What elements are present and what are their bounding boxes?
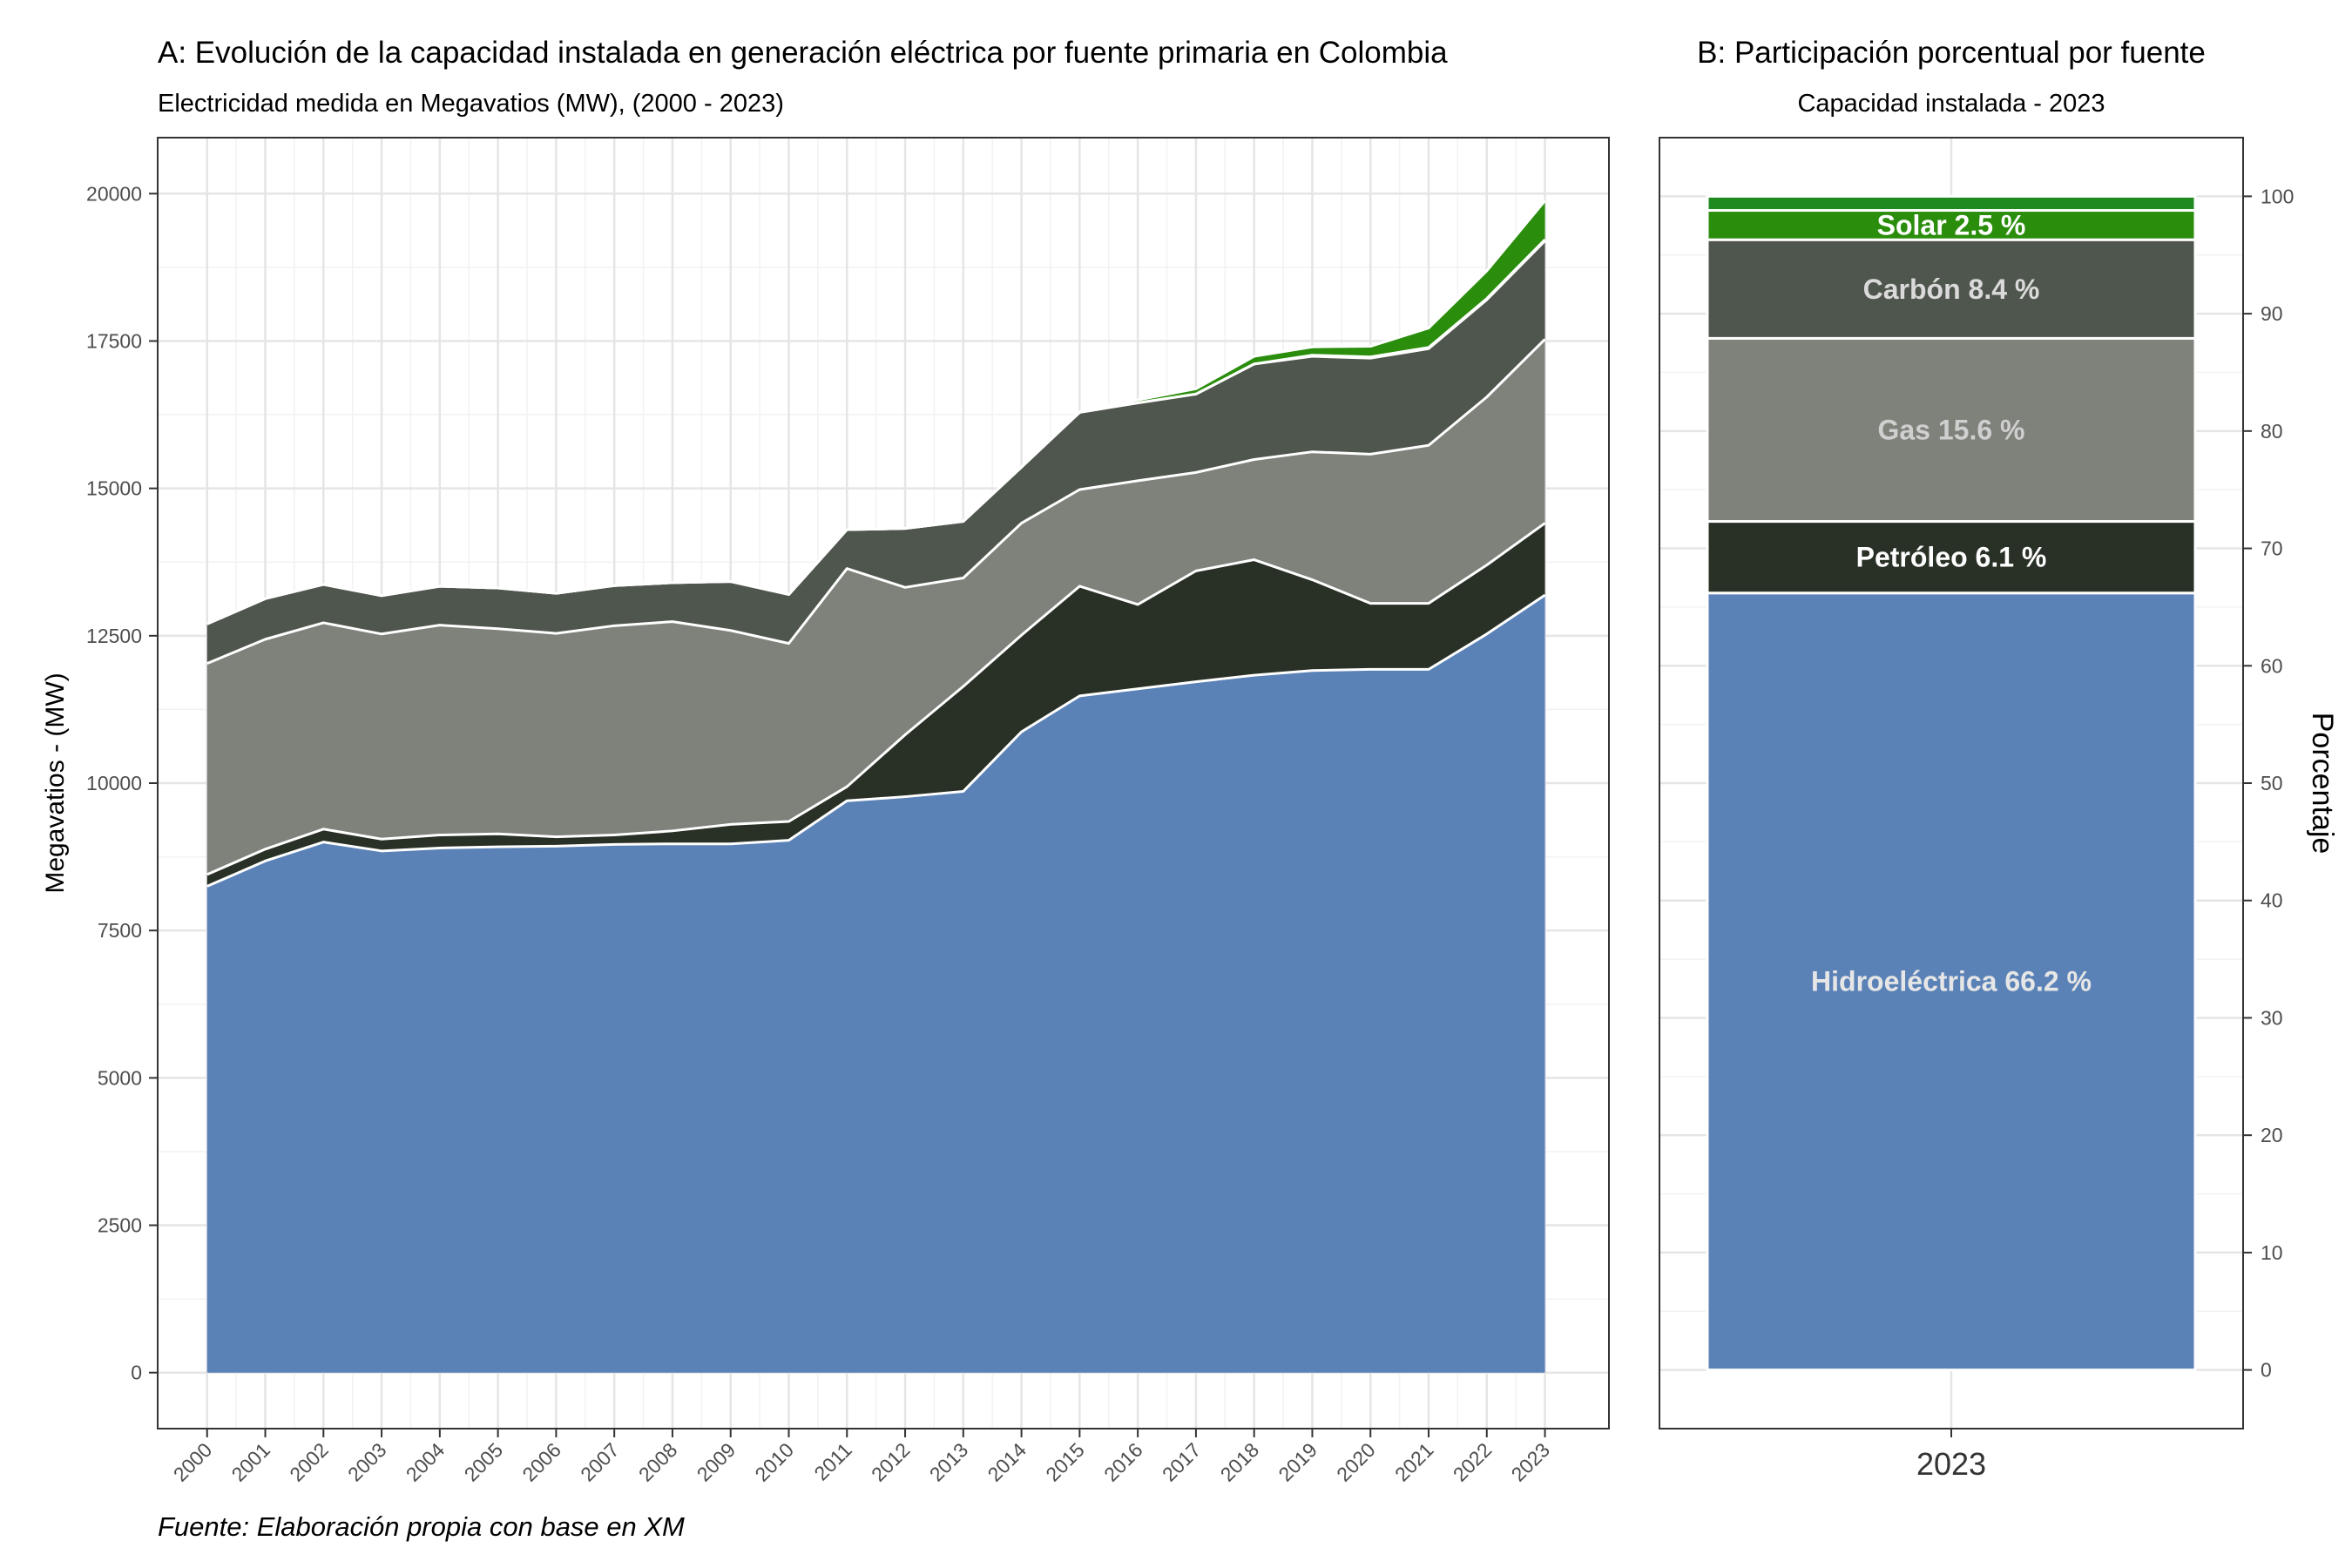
x-tick-label: 2022: [1449, 1438, 1497, 1486]
area-carbon: [206, 240, 1545, 664]
y-tick-label: 2500: [98, 1214, 142, 1237]
x-tick-label: 2003: [343, 1438, 391, 1486]
y-tick-label: 20000: [86, 182, 142, 205]
bar-segment-petroleo: [1706, 520, 2197, 595]
y-tick-label: 30: [2261, 1006, 2283, 1029]
y-tick-label: 0: [131, 1362, 142, 1384]
y-tick-label: 10: [2261, 1241, 2283, 1264]
x-tick-label: 2015: [1041, 1438, 1089, 1486]
x-tick-label: 2002: [285, 1438, 333, 1486]
y-tick-label: 90: [2261, 302, 2283, 325]
x-tick-label: 2014: [983, 1438, 1031, 1486]
x-tick-label: 2013: [925, 1438, 973, 1486]
bar-segment-solar: [1706, 209, 2197, 241]
panel-a-title: A: Evolución de la capacidad instalada e…: [158, 36, 1448, 70]
y-tick-label: 20: [2261, 1124, 2283, 1146]
bar-label-hidroelectrica: Hidroeléctrica 66.2 %: [1811, 966, 2092, 997]
y-tick-label: 5000: [98, 1066, 142, 1089]
x-tick-label: 2017: [1158, 1438, 1206, 1486]
chart-caption: Fuente: Elaboración propia con base en X…: [158, 1511, 685, 1542]
bar-label-carbon: Carbón 8.4 %: [1863, 274, 2040, 305]
y-tick-label: 40: [2261, 889, 2283, 912]
x-tick-label: 2007: [576, 1438, 624, 1486]
area-outline-solar: [206, 199, 1546, 625]
x-tick-label: 2011: [809, 1438, 855, 1484]
y-tick-label: 80: [2261, 420, 2283, 443]
area-outline-gas: [206, 338, 1546, 666]
panel-b-segment-labels: Hidroeléctrica 66.2 % Petróleo 6.1 % Gas 1…: [1811, 209, 2092, 997]
panel-b-y-axis-label: Porcentaje: [2306, 713, 2339, 855]
panel-b-title: B: Participación porcentual por fuente: [1697, 36, 2206, 70]
panel-a-x-axis: 2000 2001 2002 2003 2004 2005 2006 2007 2008 2009…: [169, 1429, 1554, 1486]
panel-a-plot: 0 2500 5000 7500 10000 12500 15000 17500 20000 2…: [86, 137, 1610, 1486]
y-tick-label: 50: [2261, 772, 2283, 794]
area-hidroelectrica: [206, 595, 1545, 1373]
bar-label-petroleo: Petróleo 6.1 %: [1856, 542, 2047, 573]
x-tick-label: 2000: [169, 1438, 217, 1486]
x-tick-label: 2020: [1332, 1438, 1380, 1486]
y-tick-label: 100: [2261, 185, 2294, 207]
y-tick-label: 17500: [86, 329, 142, 352]
bar-segment-carbon: [1706, 238, 2197, 340]
area-outline-hidroelectrica: [206, 593, 1546, 888]
x-tick-label: 2005: [460, 1438, 508, 1486]
y-tick-label: 10000: [86, 772, 142, 794]
x-tick-label: 2021: [1390, 1438, 1438, 1486]
x-tick-label: 2010: [750, 1438, 798, 1486]
x-tick-label: 2019: [1274, 1438, 1321, 1486]
y-tick-label: 70: [2261, 537, 2283, 560]
panel-b-subtitle: Capacidad instalada - 2023: [1797, 90, 2105, 118]
bar-segment-eolica: [1706, 194, 2197, 213]
y-tick-label: 7500: [98, 919, 142, 942]
x-tick-label: 2012: [867, 1438, 915, 1486]
x-tick-label: 2016: [1099, 1438, 1147, 1486]
panel-b-stacked-bar: [1706, 194, 2197, 1372]
bar-label-solar: Solar 2.5 %: [1877, 209, 2026, 240]
y-tick-label: 15000: [86, 477, 142, 500]
panel-a-areas: [206, 199, 1546, 1373]
panel-b-plot: Hidroeléctrica 66.2 % Petróleo 6.1 % Gas 1…: [1659, 137, 2294, 1437]
bar-label-gas: Gas 15.6 %: [1878, 414, 2025, 445]
panel-b-y-axis: 0 10 20 30 40 50 60 70 80 90 100: [1950, 185, 2294, 1437]
x-tick-label: 2001: [226, 1438, 274, 1486]
y-tick-label: 12500: [86, 625, 142, 647]
y-tick-label: 60: [2261, 654, 2283, 677]
x-tick-label: 2018: [1216, 1438, 1264, 1486]
y-tick-label: 0: [2261, 1359, 2272, 1382]
x-tick-label: 2009: [693, 1438, 740, 1486]
area-gas: [206, 339, 1545, 875]
area-petroleo: [206, 523, 1545, 887]
panel-a-y-axis: 0 2500 5000 7500 10000 12500 15000 17500 20000: [86, 182, 158, 1384]
x-tick-label: 2008: [634, 1438, 682, 1486]
x-tick-label: 2006: [517, 1438, 565, 1486]
panel-b-x-axis-label: 2023: [1916, 1446, 1986, 1482]
x-tick-label: 2023: [1507, 1438, 1555, 1486]
panel-a-subtitle: Electricidad medida en Megavatios (MW), …: [158, 90, 784, 118]
bar-segment-hidroelectrica: [1706, 591, 2197, 1372]
panel-a-y-axis-label: Megavatios - (MW): [41, 672, 70, 893]
area-outline-petroleo: [206, 522, 1546, 876]
bar-segment-gas: [1706, 336, 2197, 524]
x-tick-label: 2004: [402, 1438, 449, 1486]
